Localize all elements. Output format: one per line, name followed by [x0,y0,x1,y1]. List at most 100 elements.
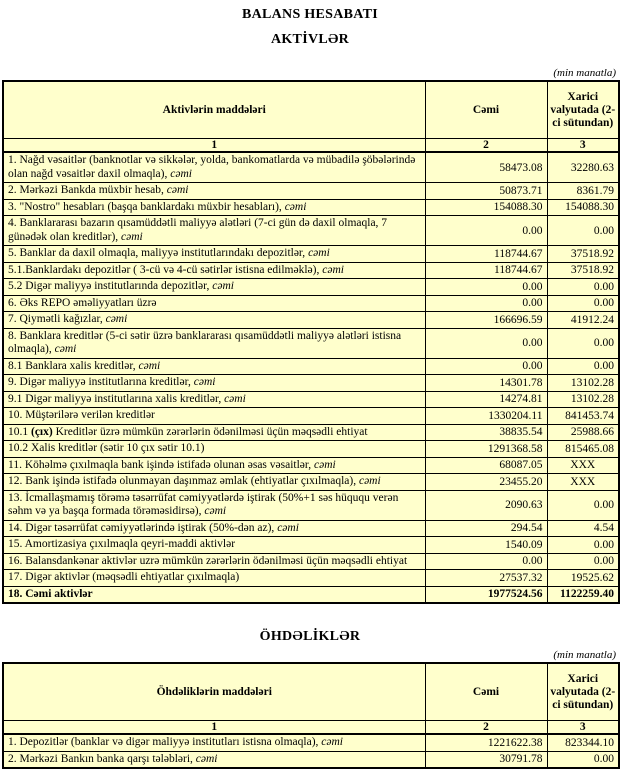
table-row: 8.1 Banklara xalis kreditlər, cəmi 0.00 0.… [2,357,620,375]
item-label-cell: 13. İcmallaşmamış törəmə təsərrüfat cəmi… [2,489,426,521]
total-value-cell: 14274.81 [424,390,548,408]
table-row: 11. Köhəlmə çıxılmaqla bank işində istif… [2,456,620,474]
col-header-foreign: Xarici valyutada (2-ci sütundan) [546,80,620,139]
foreign-value-cell: 815465.08 [546,440,620,458]
col-number-2: 2 [424,720,548,735]
total-value-cell: 27537.32 [424,569,548,587]
col-header-items: Aktivlərin maddələri [2,80,426,139]
assets-table: Aktivlərin maddələri Cəmi Xarici valyuta… [2,80,620,604]
liabilities-header-row: Öhdəliklərin maddələri Cəmi Xarici valyu… [2,662,620,721]
item-label-cell: 8.1 Banklara xalis kreditlər, cəmi [2,357,426,375]
table-row: 7. Qiymətli kağızlar, cəmi 166696.59 41912… [2,311,620,329]
item-label-cell: 4. Banklararası bazarın qısamüddətli mal… [2,215,426,246]
units-note-assets: (min manatla) [553,67,616,79]
item-label-cell: 5. Banklar da daxil olmaqla, maliyyə ins… [2,245,426,263]
foreign-value-cell: 41912.24 [546,311,620,329]
item-label-cell: 5.2 Digər maliyyə institutlarında depozi… [2,278,426,296]
assets-column-number-row: 1 2 3 [2,138,620,153]
table-row: 1. Nağd vəsaitlər (banknotlar və sikkələ… [2,151,620,183]
item-label-cell: 11. Köhəlmə çıxılmaqla bank işində istif… [2,456,426,474]
assets-table-body: 1. Nağd vəsaitlər (banknotlar və sikkələ… [2,151,620,604]
foreign-value-cell: 37518.92 [546,261,620,279]
total-value-cell: 1221622.38 [424,733,548,752]
foreign-value-cell: 0.00 [546,750,620,769]
item-label-cell: 1. Nağd vəsaitlər (banknotlar və sikkələ… [2,151,426,183]
table-row: 12. Bank işində istifadə olunmayan daşın… [2,473,620,491]
table-row: 13. İcmallaşmamış törəmə təsərrüfat cəmi… [2,489,620,521]
item-label-cell: 18. Cəmi aktivlər [2,585,426,604]
col-header-items: Öhdəliklərin maddələri [2,662,426,721]
total-value-cell: 154088.30 [424,198,548,216]
col-number-2: 2 [424,138,548,153]
total-value-cell: 1540.09 [424,536,548,554]
foreign-value-cell: 37518.92 [546,245,620,263]
foreign-value-cell: 0.00 [546,489,620,521]
total-value-cell: 166696.59 [424,311,548,329]
total-value-cell: 0.00 [424,294,548,312]
foreign-value-cell: 32280.63 [546,151,620,183]
col-header-foreign: Xarici valyutada (2-ci sütundan) [546,662,620,721]
total-value-cell: 0.00 [424,278,548,296]
item-label-cell: 9. Digər maliyyə institutlarına kreditlə… [2,374,426,392]
total-value-cell: 2090.63 [424,489,548,521]
total-value-cell: 1291368.58 [424,440,548,458]
foreign-value-cell: 841453.74 [546,407,620,425]
table-row: 2. Mərkəzi Bankda müxbir hesab, cəmi 5087… [2,182,620,200]
col-header-total: Cəmi [424,80,548,139]
foreign-value-cell: 154088.30 [546,198,620,216]
foreign-value-cell: 25988.66 [546,423,620,441]
foreign-value-cell: 13102.28 [546,390,620,408]
table-row: 5.1.Banklardakı depozitlər ( 3-cü və 4-c… [2,261,620,279]
item-label-cell: 7. Qiymətli kağızlar, cəmi [2,311,426,329]
foreign-value-cell: 0.00 [546,536,620,554]
table-row: 1. Depozitlər (banklar və digər maliyyə … [2,733,620,752]
table-row: 2. Mərkəzi Bankın banka qarşı tələbləri,… [2,750,620,769]
foreign-value-cell: 0.00 [546,552,620,570]
table-row: 3. "Nostro" hesabları (başqa banklardakı… [2,198,620,216]
foreign-value-cell: XXX [546,473,620,491]
item-label-cell: 6. Əks REPO əməliyyatları üzrə [2,294,426,312]
total-value-cell: 58473.08 [424,151,548,183]
section-heading-assets: AKTİVLƏR [270,32,350,47]
foreign-value-cell: 8361.79 [546,182,620,200]
page-title: BALANS HESABATI [241,7,379,22]
total-value-cell: 68087.05 [424,456,548,474]
table-row: 9.1 Digər maliyyə institutlarına xalis k… [2,390,620,408]
item-label-cell: 16. Balansdankənar aktivlər uzrə mümkün … [2,552,426,570]
foreign-value-cell: 4.54 [546,519,620,537]
total-value-cell: 23455.20 [424,473,548,491]
item-label-cell: 8. Banklara kreditlər (5-ci sətir üzrə b… [2,327,426,359]
liabilities-table: Öhdəliklərin maddələri Cəmi Xarici valyu… [2,662,620,769]
table-row: 16. Balansdankənar aktivlər uzrə mümkün … [2,552,620,570]
table-row: 10.1 (çıx) Kreditlər üzrə mümkün zərərlə… [2,423,620,441]
total-value-cell: 38835.54 [424,423,548,441]
col-number-1: 1 [2,138,426,153]
table-row: 6. Əks REPO əməliyyatları üzrə 0.00 0.00 [2,294,620,312]
item-label-cell: 15. Amortizasiya çıxılmaqla qeyri-maddi … [2,536,426,554]
item-label-cell: 10. Müştərilərə verilən kreditlər [2,407,426,425]
foreign-value-cell: 0.00 [546,278,620,296]
liabilities-column-number-row: 1 2 3 [2,720,620,735]
table-row: 10. Müştərilərə verilən kreditlər 1330204… [2,407,620,425]
total-value-cell: 1977524.56 [424,585,548,604]
foreign-value-cell: 19525.62 [546,569,620,587]
table-row: 18. Cəmi aktivlər 1977524.56 1122259.40 [2,585,620,604]
liabilities-table-body: 1. Depozitlər (banklar və digər maliyyə … [2,733,620,769]
item-label-cell: 2. Mərkəzi Bankın banka qarşı tələbləri,… [2,750,426,769]
item-label-cell: 10.1 (çıx) Kreditlər üzrə mümkün zərərlə… [2,423,426,441]
total-value-cell: 0.00 [424,552,548,570]
section-heading-liabilities: ÖHDƏLİKLƏR [259,629,361,644]
foreign-value-cell: 13102.28 [546,374,620,392]
table-row: 4. Banklararası bazarın qısamüddətli mal… [2,215,620,246]
table-row: 9. Digər maliyyə institutlarına kreditlə… [2,374,620,392]
total-value-cell: 1330204.11 [424,407,548,425]
table-row: 17. Digər aktivlər (məqsədli ehtiyatlar … [2,569,620,587]
item-label-cell: 12. Bank işində istifadə olunmayan daşın… [2,473,426,491]
total-value-cell: 294.54 [424,519,548,537]
total-value-cell: 118744.67 [424,245,548,263]
col-number-1: 1 [2,720,426,735]
total-value-cell: 30791.78 [424,750,548,769]
foreign-value-cell: 823344.10 [546,733,620,752]
item-label-cell: 2. Mərkəzi Bankda müxbir hesab, cəmi [2,182,426,200]
total-value-cell: 118744.67 [424,261,548,279]
